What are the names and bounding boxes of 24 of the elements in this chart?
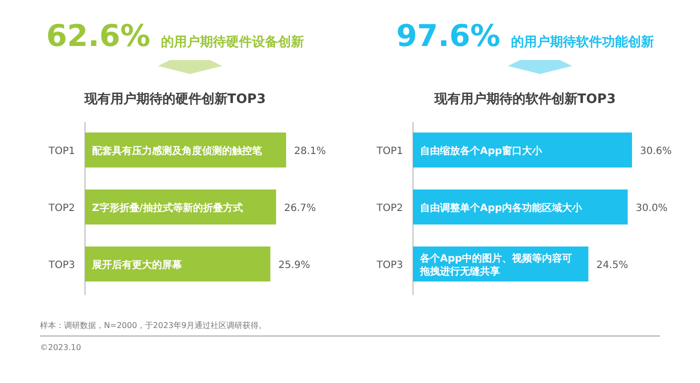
chart-subtitle: 现有用户期待的硬件创新TOP3 (83, 91, 266, 107)
annotation: 自由缩放各个App窗口大小 (420, 145, 544, 157)
y-tick-label: TOP3 (48, 260, 75, 271)
y-tick-label: TOP1 (376, 146, 403, 157)
data-label: 26.7% (284, 203, 316, 214)
y-tick-label: TOP3 (376, 260, 403, 271)
data-label: 25.9% (278, 260, 310, 271)
annotation: Z字形折叠/抽拉式等新的折叠方式 (92, 202, 243, 214)
y-tick-label: TOP2 (48, 203, 75, 214)
y-tick-label: TOP1 (48, 146, 75, 157)
text: 样本：调研数据，N=2000，于2023年9月通过社区调研获得。 (40, 321, 266, 330)
chart-title: 62.6% 的用户期待硬件设备创新 (46, 19, 304, 54)
data-label: 30.0% (636, 203, 668, 214)
data-label: 28.1% (294, 146, 326, 157)
chart-subtitle: 现有用户期待的软件创新TOP3 (433, 91, 616, 107)
annotation: 展开后有更大的屏幕 (91, 259, 183, 271)
data-label: 24.5% (596, 260, 628, 271)
text: ©2023.10 (40, 343, 82, 352)
data-label: 30.6% (640, 146, 672, 157)
y-tick-label: TOP2 (376, 203, 403, 214)
annotation: 各个App中的图片、视频等内容可拖拽进行无缝共享 (419, 252, 572, 278)
annotation: 自由调整单个App内各功能区域大小 (420, 202, 584, 214)
chart-title: 97.6% 的用户期待软件功能创新 (396, 19, 654, 54)
annotation: 配套具有压力感测及角度侦测的触控笔 (92, 145, 263, 157)
